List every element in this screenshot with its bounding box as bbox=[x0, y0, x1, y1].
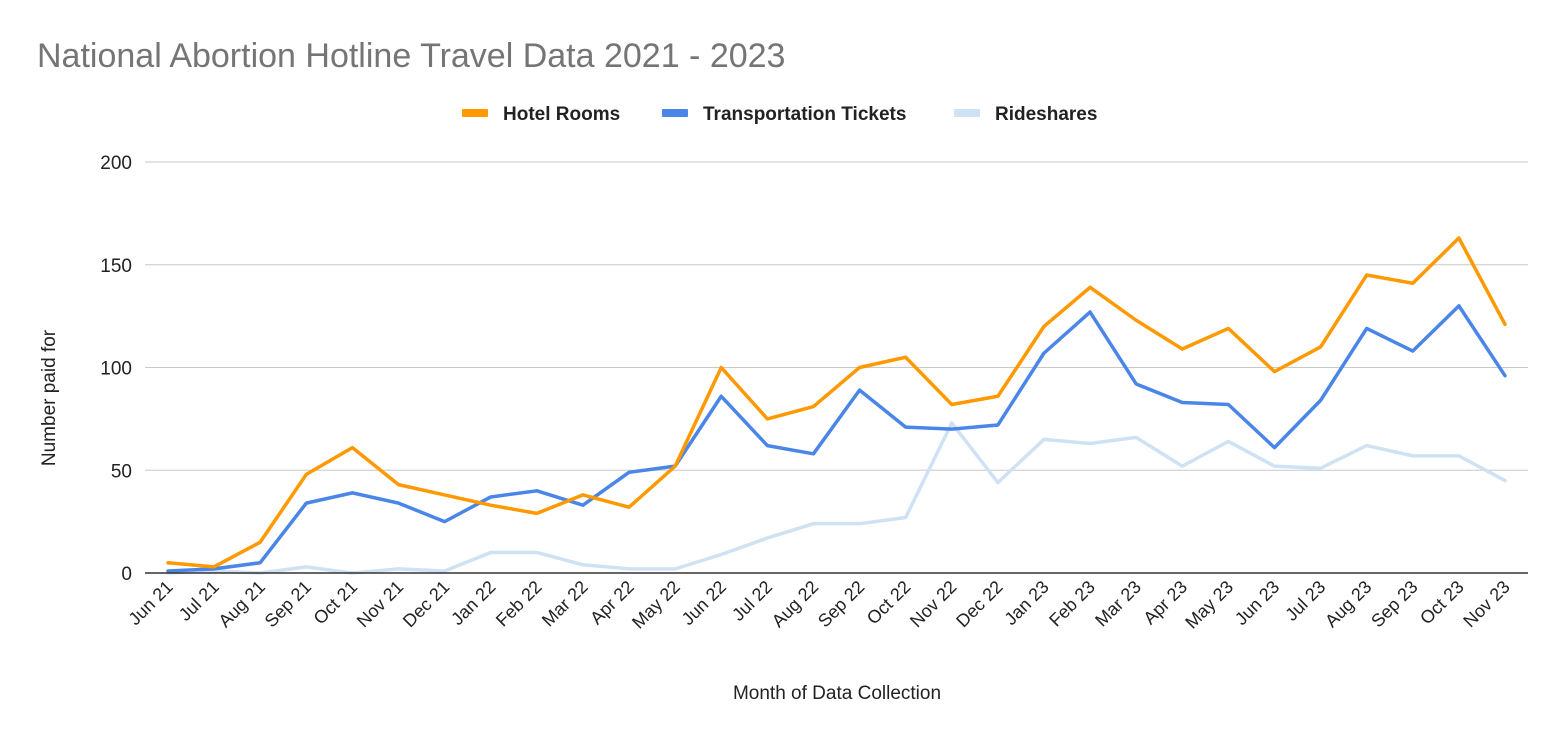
y-axis-title: Number paid for bbox=[39, 329, 60, 466]
legend-swatch-rideshares bbox=[954, 109, 980, 117]
legend-swatch-transportation-tickets bbox=[662, 109, 688, 117]
x-tick-label: Nov 23 bbox=[1459, 577, 1513, 631]
x-tick-label: Mar 23 bbox=[1091, 577, 1145, 631]
series-line-hotel-rooms bbox=[166, 236, 1507, 569]
x-tick-label: Jun 21 bbox=[124, 577, 176, 629]
x-axis-title: Month of Data Collection bbox=[733, 683, 941, 704]
series-line-transportation-tickets bbox=[166, 304, 1507, 573]
x-tick-label: Nov 22 bbox=[906, 577, 960, 631]
x-tick-label: Sep 23 bbox=[1367, 577, 1421, 631]
x-tick-label: Aug 21 bbox=[215, 577, 269, 631]
x-tick-label: Jan 22 bbox=[447, 577, 499, 629]
gridlines bbox=[145, 161, 1528, 471]
x-tick-label: Sep 21 bbox=[261, 577, 315, 631]
chart-title: National Abortion Hotline Travel Data 20… bbox=[37, 37, 785, 75]
x-tick-label: May 23 bbox=[1181, 577, 1237, 633]
x-tick-label: Aug 22 bbox=[768, 577, 822, 631]
x-tick-label: Feb 23 bbox=[1045, 577, 1099, 631]
x-tick-label: Sep 22 bbox=[814, 577, 868, 631]
x-tick-label: Oct 21 bbox=[310, 577, 362, 629]
x-tick-label: Oct 23 bbox=[1416, 577, 1468, 629]
x-tick-label: Jan 23 bbox=[1000, 577, 1052, 629]
x-tick-label: Jun 22 bbox=[678, 577, 730, 629]
y-tick-label: 100 bbox=[100, 359, 132, 380]
series-line-rideshares bbox=[166, 421, 1507, 575]
y-tick-label: 0 bbox=[121, 564, 132, 585]
x-tick-label: Dec 22 bbox=[952, 577, 1006, 631]
x-tick-label: Mar 22 bbox=[538, 577, 592, 631]
legend-label-transportation-tickets: Transportation Tickets bbox=[703, 104, 906, 125]
x-tick-label: Nov 21 bbox=[353, 577, 407, 631]
x-tick-label: Feb 22 bbox=[492, 577, 546, 631]
x-tick-label: Oct 22 bbox=[863, 577, 915, 629]
x-tick-label: Dec 21 bbox=[399, 577, 453, 631]
series-lines bbox=[145, 236, 1528, 575]
y-tick-label: 200 bbox=[100, 153, 132, 174]
x-tick-label: Jun 23 bbox=[1231, 577, 1283, 629]
y-axis-ticks: 0 50 100 150 200 bbox=[100, 153, 132, 585]
x-tick-label: Aug 23 bbox=[1321, 577, 1375, 631]
legend: Hotel Rooms Transportation Tickets Ridesha… bbox=[462, 104, 1097, 125]
y-tick-label: 50 bbox=[111, 461, 132, 482]
legend-label-hotel-rooms: Hotel Rooms bbox=[503, 104, 620, 125]
y-tick-label: 150 bbox=[100, 256, 132, 277]
legend-label-rideshares: Rideshares bbox=[995, 104, 1097, 125]
x-tick-label: May 22 bbox=[628, 577, 684, 633]
legend-swatch-hotel-rooms bbox=[462, 109, 488, 117]
